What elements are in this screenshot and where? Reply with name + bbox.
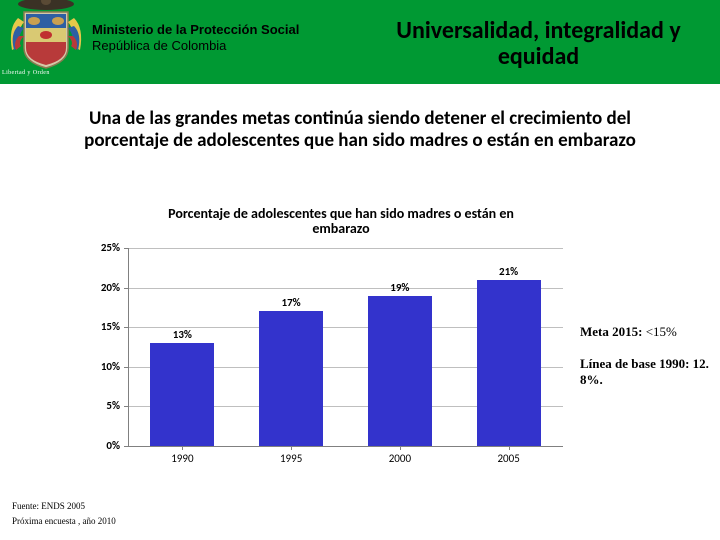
bar <box>259 311 323 446</box>
x-axis-label: 1995 <box>259 452 323 465</box>
x-tick <box>509 446 510 450</box>
meta-note: Meta 2015: <15% <box>580 324 710 340</box>
bar <box>477 280 541 446</box>
ministry-block: Ministerio de la Protección Social Repúb… <box>92 22 299 53</box>
x-axis-label: 1990 <box>150 452 214 465</box>
y-axis-label: 15% <box>86 320 120 333</box>
chart-title: Porcentaje de adolescentes que han sido … <box>156 206 526 237</box>
meta-rest: <15% <box>642 324 676 339</box>
y-axis-label: 20% <box>86 281 120 294</box>
y-axis-label: 25% <box>86 241 120 254</box>
header: Libertad y Orden Ministerio de la Protec… <box>0 0 720 84</box>
x-axis-label: 2000 <box>368 452 432 465</box>
bar <box>150 343 214 446</box>
slogan: Universalidad, integralidad y equidad <box>371 18 706 71</box>
footer: Fuente: ENDS 2005 Próxima encuesta , año… <box>12 499 116 528</box>
y-axis-label: 10% <box>86 360 120 373</box>
side-notes: Meta 2015: <15% Línea de base 1990: 12. … <box>580 324 710 387</box>
y-axis-label: 0% <box>86 439 120 452</box>
x-tick <box>182 446 183 450</box>
bar-chart: Porcentaje de adolescentes que han sido … <box>58 206 578 466</box>
grid-line <box>128 248 563 249</box>
bar <box>368 296 432 446</box>
y-axis-label: 5% <box>86 399 120 412</box>
bar-value-label: 21% <box>477 265 541 278</box>
x-axis-label: 2005 <box>477 452 541 465</box>
bar-value-label: 17% <box>259 296 323 309</box>
x-tick <box>400 446 401 450</box>
shield-caption: Libertad y Orden <box>2 70 50 76</box>
next-survey-line: Próxima encuesta , año 2010 <box>12 514 116 528</box>
x-axis <box>128 446 563 447</box>
republic-name: República de Colombia <box>92 38 299 53</box>
y-axis <box>128 248 129 446</box>
subtitle: Una de las grandes metas continúa siendo… <box>50 108 670 152</box>
ministry-name: Ministerio de la Protección Social <box>92 22 299 37</box>
baseline-note: Línea de base 1990: 12. 8%. <box>580 356 710 387</box>
bar-value-label: 19% <box>368 281 432 294</box>
x-tick <box>291 446 292 450</box>
source-line: Fuente: ENDS 2005 <box>12 499 116 513</box>
meta-bold: Meta 2015: <box>580 324 642 339</box>
bar-value-label: 13% <box>150 328 214 341</box>
